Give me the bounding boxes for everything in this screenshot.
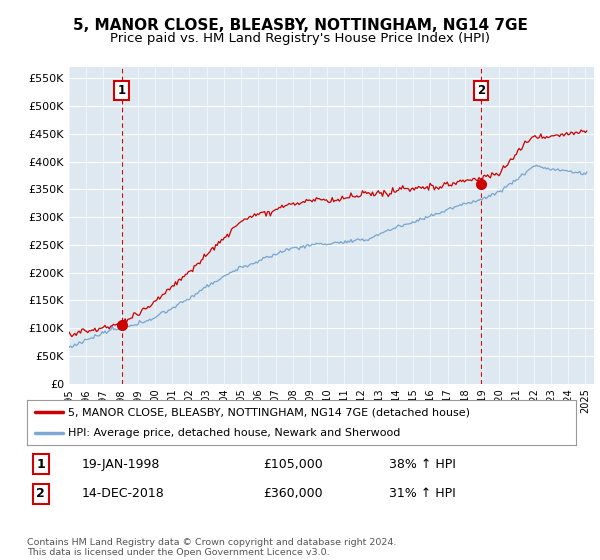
- Text: £360,000: £360,000: [263, 487, 323, 500]
- Text: HPI: Average price, detached house, Newark and Sherwood: HPI: Average price, detached house, Newa…: [68, 428, 401, 438]
- Text: 1: 1: [118, 84, 125, 97]
- Text: Price paid vs. HM Land Registry's House Price Index (HPI): Price paid vs. HM Land Registry's House …: [110, 32, 490, 45]
- Text: 5, MANOR CLOSE, BLEASBY, NOTTINGHAM, NG14 7GE: 5, MANOR CLOSE, BLEASBY, NOTTINGHAM, NG1…: [73, 18, 527, 33]
- Text: £105,000: £105,000: [263, 458, 323, 471]
- Text: 5, MANOR CLOSE, BLEASBY, NOTTINGHAM, NG14 7GE (detached house): 5, MANOR CLOSE, BLEASBY, NOTTINGHAM, NG1…: [68, 408, 470, 418]
- Text: 38% ↑ HPI: 38% ↑ HPI: [389, 458, 456, 471]
- Text: 2: 2: [37, 487, 45, 500]
- Text: 19-JAN-1998: 19-JAN-1998: [82, 458, 160, 471]
- Text: 1: 1: [37, 458, 45, 471]
- Text: Contains HM Land Registry data © Crown copyright and database right 2024.
This d: Contains HM Land Registry data © Crown c…: [27, 538, 397, 557]
- Text: 2: 2: [478, 84, 485, 97]
- Text: 14-DEC-2018: 14-DEC-2018: [82, 487, 164, 500]
- Text: 31% ↑ HPI: 31% ↑ HPI: [389, 487, 456, 500]
